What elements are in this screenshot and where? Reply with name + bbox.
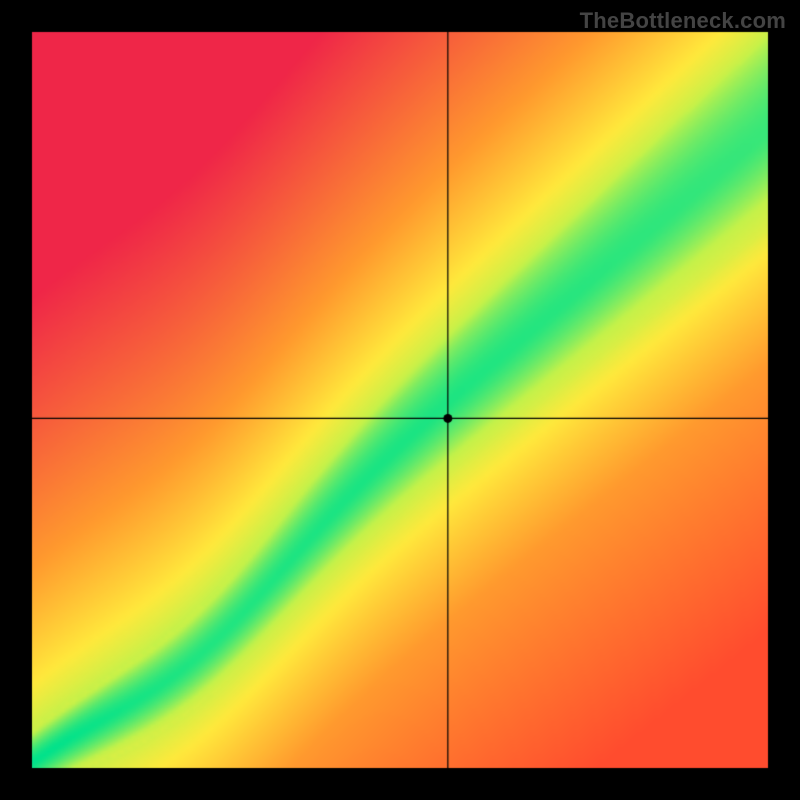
- bottleneck-heatmap-canvas: [0, 0, 800, 800]
- watermark-text: TheBottleneck.com: [580, 8, 786, 34]
